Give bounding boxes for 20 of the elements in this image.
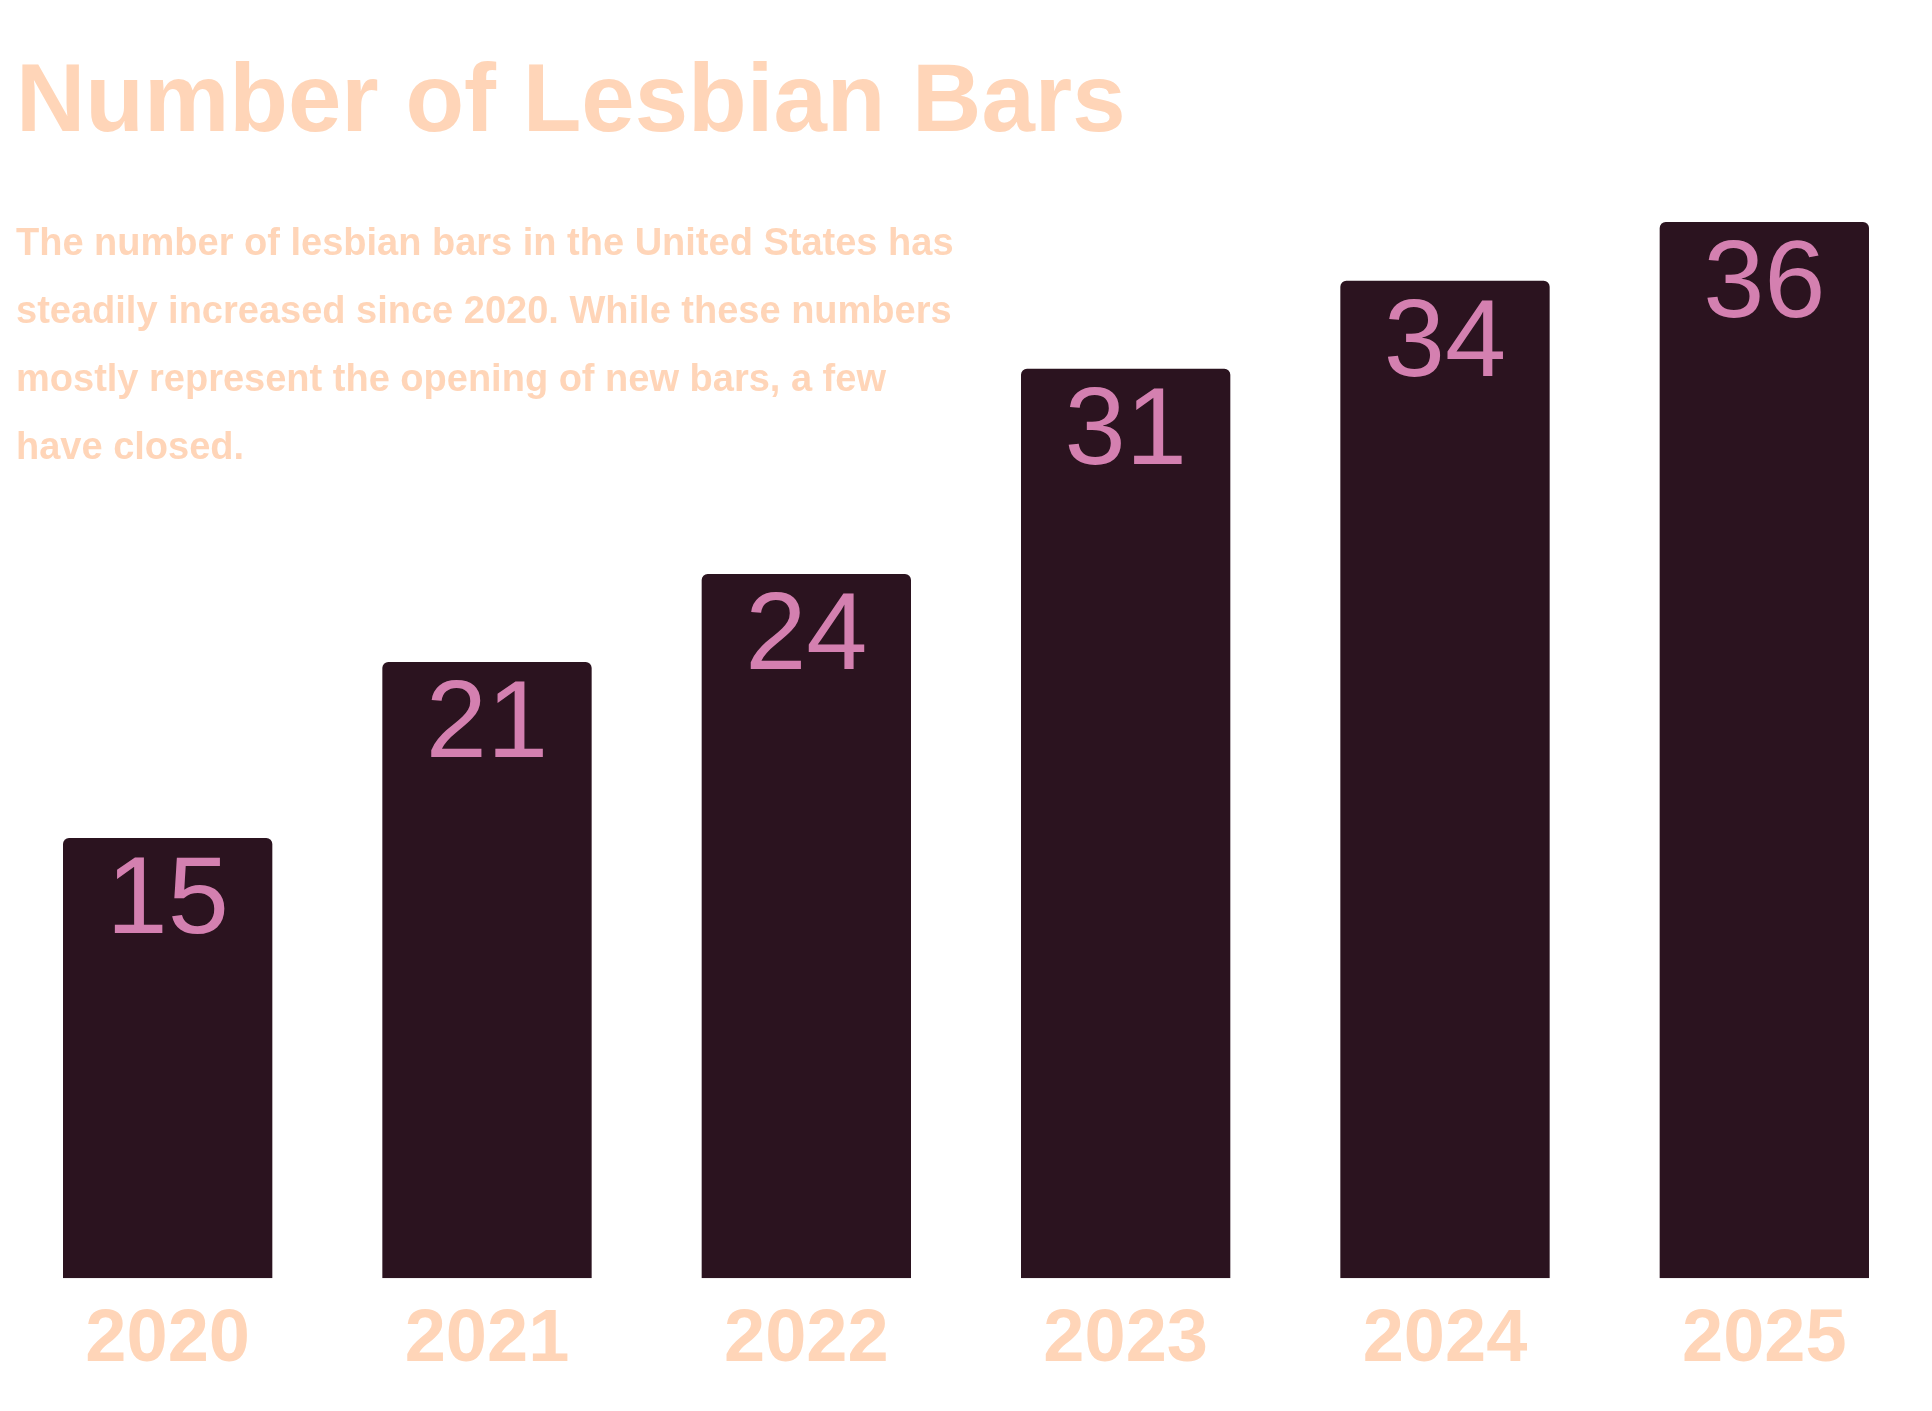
data-label: 36 (1703, 217, 1826, 341)
x-tick-label: 2025 (1682, 1294, 1847, 1378)
bar (1021, 368, 1231, 1279)
bar (382, 662, 592, 1279)
data-label: 21 (425, 657, 549, 781)
x-tick-label: 2021 (404, 1294, 570, 1378)
x-tick-label: 2020 (85, 1294, 250, 1378)
data-label: 34 (1383, 276, 1507, 400)
chart-title: Number of Lesbian Bars (16, 43, 1126, 153)
x-tick-label: 2024 (1362, 1294, 1528, 1378)
x-tick-label: 2022 (724, 1294, 889, 1378)
bar (1340, 280, 1550, 1279)
x-tick-label: 2023 (1043, 1294, 1208, 1378)
bar (63, 838, 273, 1279)
bar (1659, 222, 1869, 1279)
data-label: 24 (745, 569, 868, 693)
bar (701, 574, 911, 1279)
data-label: 15 (106, 833, 229, 957)
data-label: 31 (1064, 364, 1187, 488)
text: The number of lesbian bars in the United States has steadily increased since 2020. While these numbers mostly represent the opening of new bars, a few have closed. (16, 220, 955, 469)
